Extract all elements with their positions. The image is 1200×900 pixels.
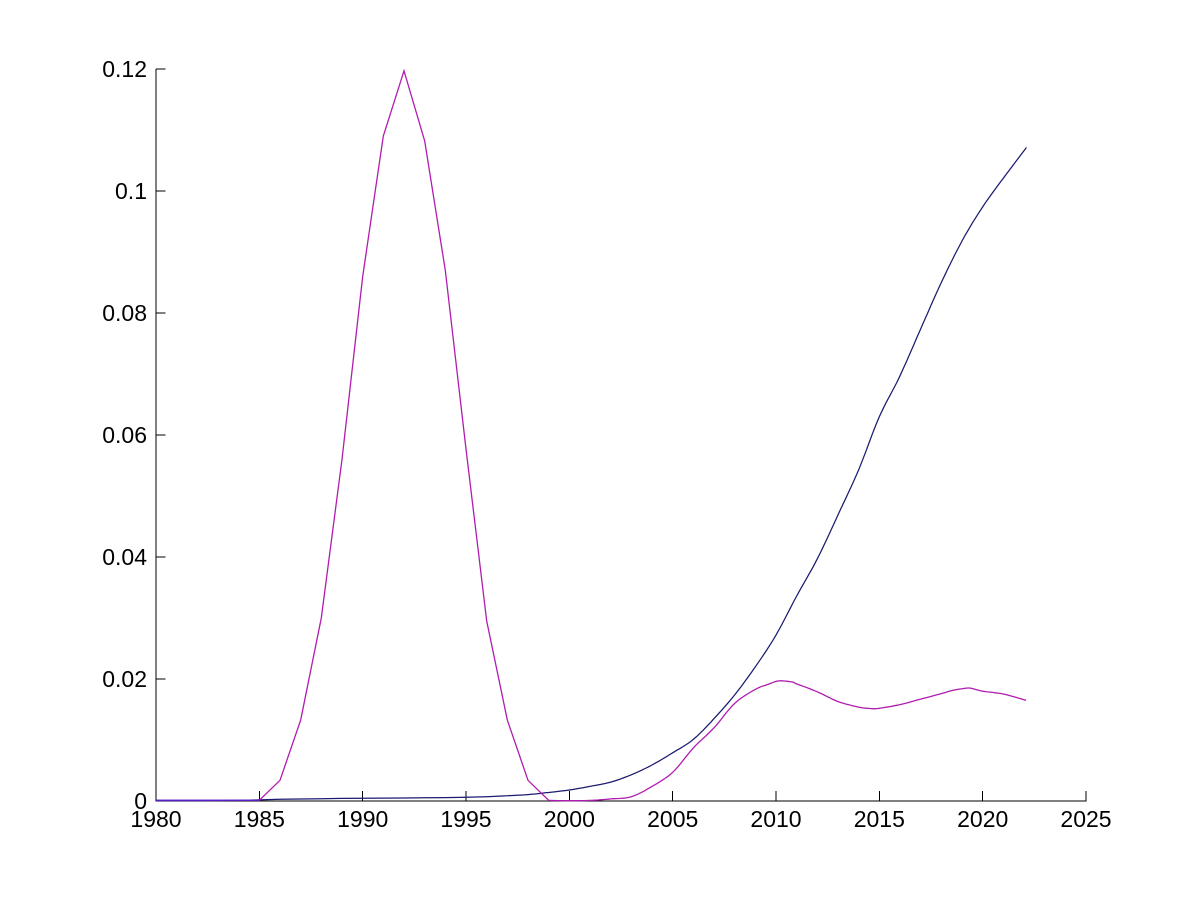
svg-text:0.06: 0.06: [102, 422, 147, 448]
svg-text:2020: 2020: [957, 806, 1008, 832]
svg-text:1995: 1995: [440, 806, 491, 832]
svg-text:0.12: 0.12: [102, 56, 147, 82]
svg-text:0.04: 0.04: [102, 544, 147, 570]
svg-text:0.1: 0.1: [115, 178, 147, 204]
svg-text:0.02: 0.02: [102, 666, 147, 692]
svg-text:2015: 2015: [854, 806, 905, 832]
svg-text:0.08: 0.08: [102, 300, 147, 326]
svg-text:0: 0: [134, 788, 147, 814]
svg-text:2005: 2005: [647, 806, 698, 832]
svg-text:1985: 1985: [234, 806, 285, 832]
svg-text:2010: 2010: [750, 806, 801, 832]
svg-text:2000: 2000: [544, 806, 595, 832]
svg-text:1980: 1980: [130, 806, 181, 832]
svg-text:1990: 1990: [337, 806, 388, 832]
svg-text:2025: 2025: [1060, 806, 1111, 832]
